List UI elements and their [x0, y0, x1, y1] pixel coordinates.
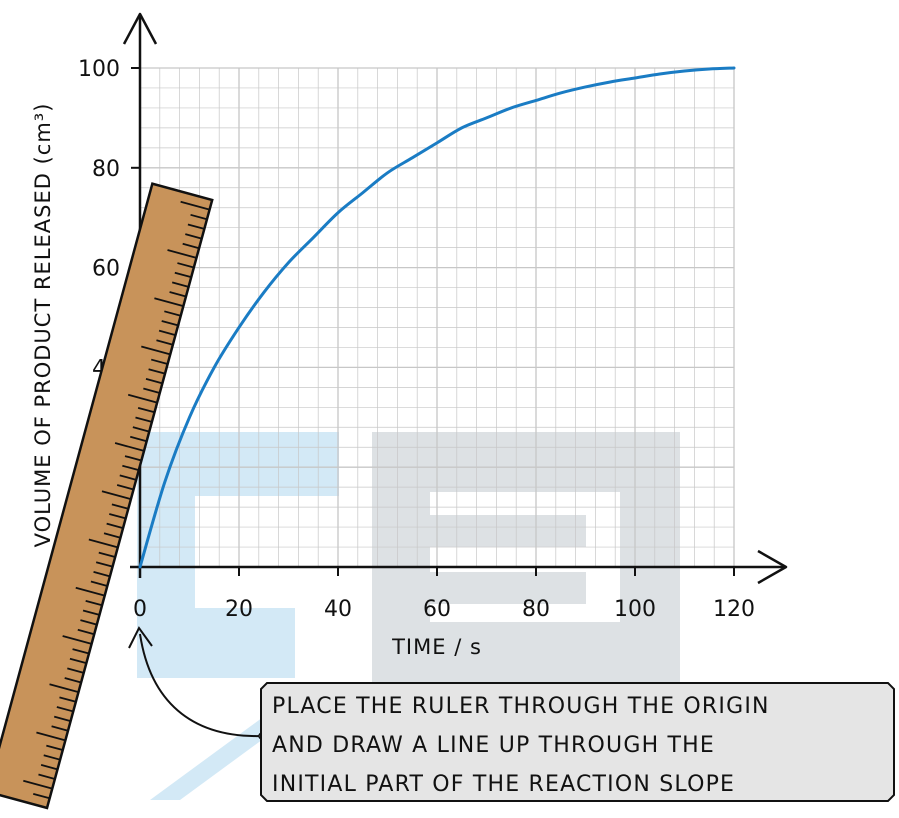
ruler-tick — [69, 657, 87, 665]
ruler-tick — [101, 490, 132, 500]
ruler-tick — [46, 744, 63, 751]
ruler-tick — [180, 200, 210, 211]
chart-series — [138, 66, 736, 569]
ruler-tick — [49, 683, 79, 693]
ruler-tick — [135, 416, 153, 423]
x-tick-label: 120 — [713, 597, 755, 622]
ruler-tick — [85, 599, 103, 607]
x-tick-label: 60 — [423, 597, 451, 622]
ruler-tick — [109, 513, 126, 520]
x-tick-label: 80 — [522, 597, 550, 622]
ruler — [0, 182, 214, 810]
x-tick-label: 0 — [133, 597, 147, 622]
ruler-tick — [137, 406, 155, 414]
ruler-tick — [62, 635, 92, 645]
ruler-tick — [145, 378, 163, 385]
ruler-tick — [161, 320, 179, 327]
ruler-tick — [143, 387, 160, 394]
ruler-tick — [177, 262, 195, 269]
ruler-tick — [51, 725, 69, 732]
ruler-tick — [43, 754, 61, 761]
y-tick-label: 80 — [92, 157, 120, 182]
ruler-tick — [77, 628, 95, 636]
ruler-rect — [0, 182, 214, 810]
ruler-tick — [95, 561, 113, 568]
ruler-tick — [158, 329, 176, 336]
ruler-tick — [141, 345, 171, 356]
y-tick-label: 100 — [78, 57, 120, 82]
annotation-arrowhead — [128, 626, 153, 649]
x-axis-label: TIME / s — [391, 635, 482, 659]
ruler-tick — [59, 696, 77, 703]
y-axis-arrowhead — [122, 12, 158, 45]
ruler-tick — [64, 677, 82, 684]
ruler-tick — [111, 503, 129, 510]
ruler-tick — [116, 484, 134, 491]
ruler-tick — [32, 792, 50, 800]
watermark — [137, 432, 680, 800]
ruler-tick — [82, 609, 100, 616]
annotation-line-3: INITIAL PART OF THE REACTION SLOPE — [272, 772, 735, 797]
ruler-tick — [171, 281, 189, 288]
ruler-tick — [124, 455, 142, 462]
annotation-note: PLACE THE RULER THROUGH THE ORIGIN AND D… — [260, 682, 895, 802]
ruler-tick — [106, 522, 124, 529]
ruler-tick — [114, 442, 145, 452]
ruler-tick — [154, 297, 184, 307]
ruler-tick — [40, 764, 58, 771]
ruler-tick — [23, 779, 53, 790]
ruler-tick — [103, 532, 121, 539]
y-axis-label: VOLUME OF PRODUCT RELEASED (cm³) — [31, 103, 55, 548]
ruler-tick — [53, 715, 71, 722]
ruler-tick — [164, 310, 181, 317]
ruler-tick — [185, 233, 202, 240]
series-line — [138, 66, 736, 569]
ruler-tick — [67, 667, 84, 674]
ruler-tick — [169, 291, 187, 298]
annotation-arrow — [139, 633, 263, 738]
ruler-tick — [93, 571, 111, 578]
ruler-tick — [119, 474, 137, 481]
ruler-tick — [80, 619, 98, 626]
ruler-tick — [148, 368, 166, 375]
ruler-tick — [132, 426, 150, 433]
ruler-tick — [190, 213, 208, 221]
ruler-tick — [167, 249, 197, 259]
ruler-tick — [187, 223, 205, 230]
chart-axes — [122, 12, 788, 585]
ruler-tick — [150, 358, 168, 365]
ruler-tick — [122, 464, 140, 472]
ruler-tick — [182, 242, 200, 250]
ruler-tick — [56, 706, 74, 713]
annotation-line-2: AND DRAW A LINE UP THROUGH THE — [272, 733, 715, 758]
ruler-tick — [88, 538, 119, 549]
ruler-tick — [36, 731, 66, 742]
ruler-tick — [156, 339, 174, 346]
ruler-tick — [72, 648, 90, 655]
ruler-tick — [130, 435, 147, 443]
x-tick-label: 100 — [614, 597, 656, 622]
ruler-tick — [75, 586, 105, 597]
annotation-line-1: PLACE THE RULER THROUGH THE ORIGIN — [272, 694, 770, 719]
ruler-tick — [127, 393, 158, 404]
y-tick-label: 60 — [92, 257, 120, 282]
x-tick-label: 40 — [324, 597, 352, 622]
ruler-tick — [38, 773, 56, 780]
ruler-body — [0, 182, 214, 810]
ruler-tick — [98, 551, 116, 558]
x-tick-label: 20 — [225, 597, 253, 622]
x-axis-arrowhead — [757, 549, 788, 585]
ruler-tick — [174, 271, 192, 279]
ruler-tick — [90, 580, 108, 587]
